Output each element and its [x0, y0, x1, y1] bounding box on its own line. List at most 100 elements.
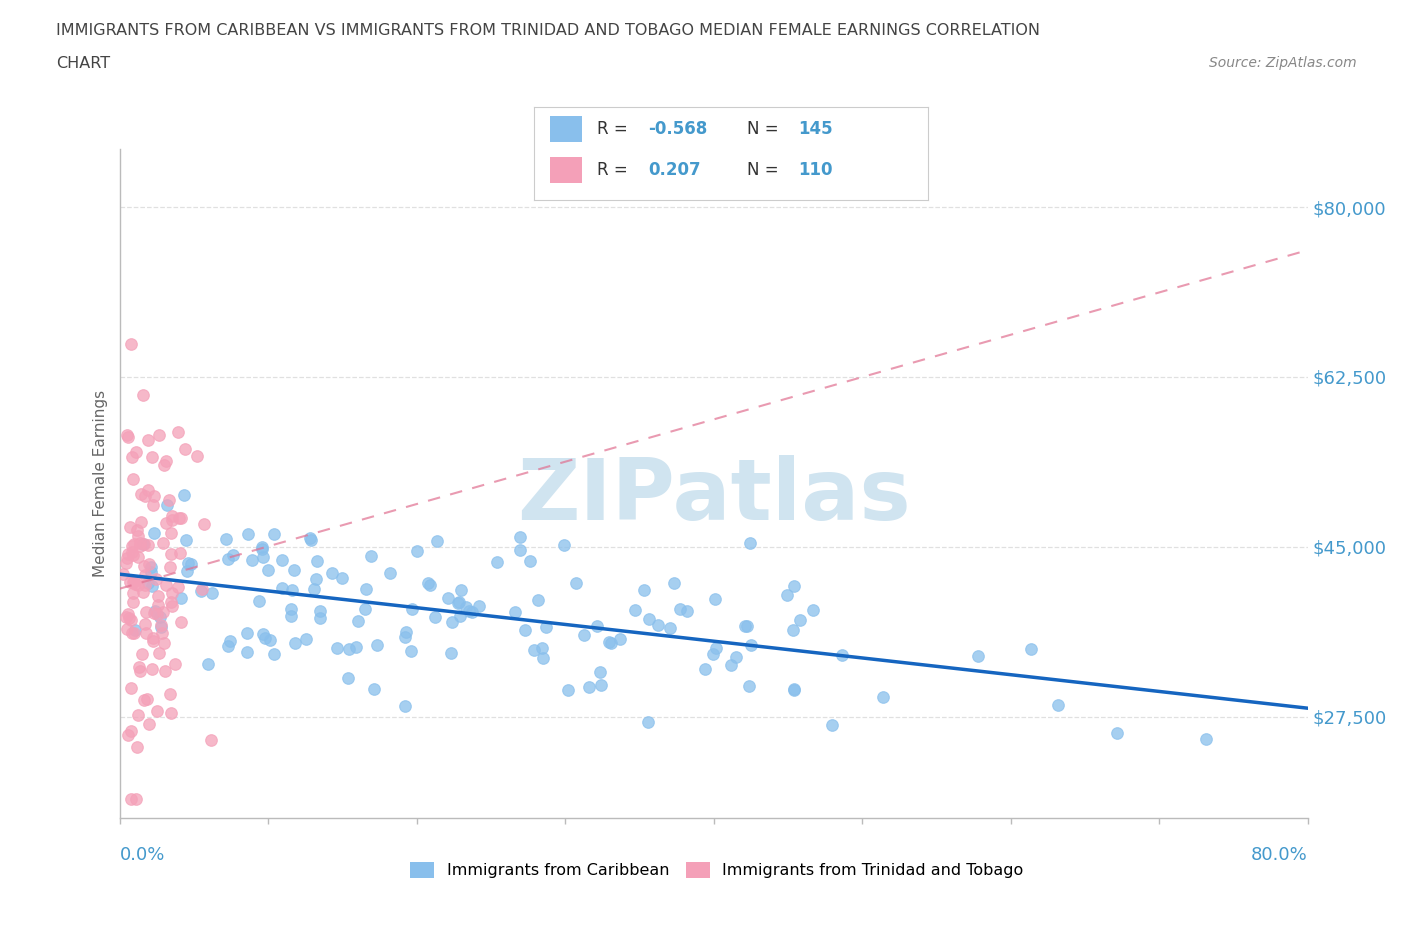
- Point: [124, 537, 146, 551]
- Point: [447, 596, 470, 611]
- Text: 110: 110: [799, 161, 832, 179]
- Point: [693, 661, 716, 676]
- Point: [120, 791, 142, 806]
- Point: [872, 690, 894, 705]
- Point: [530, 641, 553, 656]
- Point: [177, 555, 200, 570]
- Point: [294, 632, 316, 647]
- Point: [121, 626, 143, 641]
- Text: 0.207: 0.207: [648, 161, 702, 179]
- Point: [136, 483, 159, 498]
- Point: [676, 604, 699, 618]
- Point: [120, 724, 142, 738]
- Point: [405, 543, 427, 558]
- Point: [782, 578, 804, 593]
- Text: IMMIGRANTS FROM CARIBBEAN VS IMMIGRANTS FROM TRINIDAD AND TOBAGO MEDIAN FEMALE E: IMMIGRANTS FROM CARIBBEAN VS IMMIGRANTS …: [56, 23, 1040, 38]
- Point: [160, 508, 183, 523]
- Point: [125, 445, 148, 459]
- Point: [662, 576, 685, 591]
- Point: [336, 671, 359, 685]
- Point: [163, 657, 186, 671]
- Point: [122, 574, 145, 589]
- Point: [120, 680, 142, 695]
- Point: [160, 547, 183, 562]
- Point: [468, 599, 491, 614]
- Point: [166, 424, 188, 439]
- Point: [426, 534, 449, 549]
- Point: [302, 581, 325, 596]
- Point: [363, 682, 385, 697]
- Point: [142, 498, 165, 512]
- Point: [124, 577, 146, 591]
- Point: [121, 538, 143, 553]
- Point: [1195, 731, 1218, 746]
- Point: [633, 582, 655, 597]
- Text: N =: N =: [747, 120, 783, 139]
- Point: [706, 640, 728, 655]
- Text: 80.0%: 80.0%: [1251, 846, 1308, 864]
- Point: [135, 691, 157, 706]
- Point: [142, 631, 165, 645]
- Point: [589, 678, 612, 693]
- Bar: [550, 116, 582, 142]
- Point: [131, 646, 153, 661]
- Point: [280, 602, 302, 617]
- Point: [170, 591, 193, 606]
- Point: [120, 575, 142, 590]
- Point: [725, 649, 748, 664]
- Point: [527, 592, 550, 607]
- Point: [609, 631, 631, 646]
- Point: [658, 620, 681, 635]
- Point: [121, 450, 143, 465]
- Point: [186, 448, 208, 463]
- Point: [138, 557, 160, 572]
- Point: [152, 635, 174, 650]
- Point: [152, 536, 174, 551]
- Point: [460, 604, 482, 619]
- Point: [702, 646, 724, 661]
- Point: [160, 586, 183, 601]
- Point: [782, 622, 804, 637]
- Point: [519, 554, 541, 569]
- Point: [146, 589, 169, 604]
- Point: [354, 601, 377, 616]
- Point: [191, 581, 214, 596]
- Point: [134, 489, 156, 504]
- Point: [176, 532, 198, 547]
- Point: [586, 619, 609, 634]
- Point: [166, 579, 188, 594]
- Point: [1105, 725, 1128, 740]
- Point: [153, 664, 176, 679]
- Point: [121, 545, 143, 560]
- Point: [146, 704, 169, 719]
- Point: [283, 635, 305, 650]
- Point: [141, 662, 163, 677]
- Point: [738, 678, 761, 693]
- Point: [503, 604, 526, 619]
- Point: [789, 613, 811, 628]
- Point: [321, 565, 343, 580]
- Point: [134, 617, 156, 631]
- Point: [308, 604, 330, 618]
- Point: [734, 618, 756, 633]
- Point: [122, 626, 145, 641]
- Point: [170, 511, 193, 525]
- Point: [160, 595, 183, 610]
- Point: [122, 575, 145, 590]
- Point: [180, 556, 202, 571]
- Text: R =: R =: [598, 120, 633, 139]
- Point: [637, 612, 659, 627]
- Point: [142, 488, 165, 503]
- Point: [271, 580, 294, 595]
- Point: [803, 603, 825, 618]
- Point: [148, 428, 170, 443]
- Point: [252, 550, 274, 565]
- Point: [121, 547, 143, 562]
- Point: [1047, 698, 1070, 712]
- Point: [118, 611, 141, 626]
- Point: [145, 604, 167, 618]
- Text: R =: R =: [598, 161, 633, 179]
- Point: [217, 551, 239, 566]
- Point: [637, 714, 659, 729]
- Point: [132, 537, 155, 551]
